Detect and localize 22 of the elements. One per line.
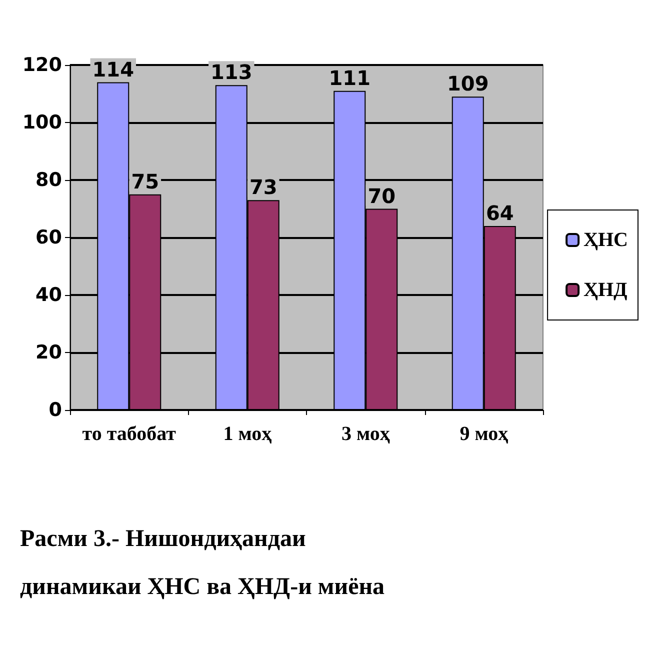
data-label: 113 [210,60,252,84]
y-tick-label: 80 [36,169,62,191]
data-label: 73 [249,175,278,200]
y-tick-label: 100 [22,112,62,134]
y-tick-label: 0 [48,399,62,421]
data-label: 111 [328,66,370,90]
y-tick-label: 120 [22,54,62,76]
data-label: 109 [447,72,489,96]
data-label: 75 [131,169,160,194]
y-tick-label: 60 [36,226,62,248]
legend-label: ҲНС [584,229,628,251]
x-tick-label: 9 моҳ [460,423,508,445]
x-tick-label: 1 моҳ [223,423,272,445]
x-tick-label: 3 моҳ [341,423,390,445]
y-tick-label: 20 [36,342,62,364]
text: Расми 3.- Нишондиҳандаи динамикаи ҲНС ва ҲНД-и миёна [20,526,385,600]
x-tick-label: то табобат [82,423,176,445]
data-label: 114 [92,57,134,82]
y-tick-label: 40 [36,284,62,306]
data-label: 64 [486,201,514,225]
legend-label: ҲНД [584,279,628,301]
data-label: 70 [368,184,396,208]
